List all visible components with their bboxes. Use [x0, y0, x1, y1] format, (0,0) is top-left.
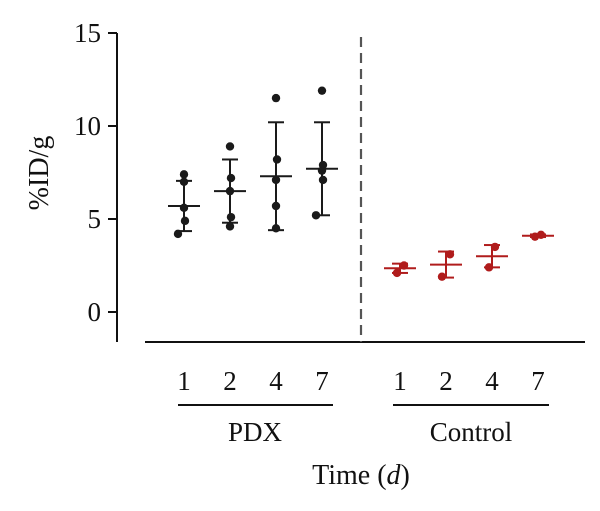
- data-point: [173, 229, 183, 239]
- x-tick-label: 1: [177, 366, 191, 396]
- x-axis-label-unit: d: [387, 460, 402, 491]
- data-point: [445, 250, 455, 259]
- x-tick-label: 7: [531, 366, 545, 396]
- data-point: [317, 86, 327, 95]
- axis-labels: %ID/g Time (d): [24, 136, 410, 491]
- data-point: [180, 216, 190, 226]
- data-point: [399, 261, 409, 270]
- data-point: [179, 177, 189, 186]
- data-point: [311, 211, 321, 220]
- data-point: [392, 268, 402, 278]
- data-point: [272, 155, 282, 164]
- x-axis-label: Time (d): [312, 460, 410, 491]
- data-point: [490, 242, 500, 252]
- data-point: [271, 93, 281, 103]
- y-tick-label: 10: [74, 111, 101, 141]
- data-point: [225, 186, 235, 196]
- data-point: [225, 222, 235, 231]
- data-point: [179, 170, 189, 179]
- y-tick-label: 5: [88, 204, 102, 234]
- y-axis-label: %ID/g: [24, 136, 55, 211]
- data-point: [226, 212, 236, 222]
- x-tick-label: 4: [269, 366, 283, 396]
- x-axis: 1 2 4 7 PDX 1 2 4 7 Control: [145, 341, 585, 447]
- data-point: [317, 166, 327, 175]
- data-point: [271, 201, 281, 211]
- data-point: [437, 272, 447, 281]
- group-label-control: Control: [430, 417, 513, 447]
- data-point: [271, 224, 281, 233]
- data-point: [225, 142, 235, 151]
- y-axis: 0 5 10 15: [74, 18, 118, 342]
- data-point: [179, 203, 189, 213]
- plot-area: [168, 86, 554, 281]
- x-axis-label-prefix: Time (: [312, 460, 386, 491]
- data-point: [530, 232, 540, 241]
- group-label-pdx: PDX: [228, 417, 283, 447]
- x-tick-label: 2: [439, 366, 453, 396]
- y-tick-label: 15: [74, 18, 101, 48]
- y-tick-label: 0: [88, 297, 102, 327]
- x-axis-label-suffix: ): [401, 460, 410, 491]
- x-tick-label: 2: [223, 366, 237, 396]
- x-tick-label: 7: [315, 366, 329, 396]
- x-tick-label: 1: [393, 366, 407, 396]
- data-point: [271, 175, 281, 185]
- data-point: [318, 175, 328, 185]
- data-point: [484, 263, 494, 272]
- data-point: [226, 173, 236, 183]
- x-tick-label: 4: [485, 366, 499, 396]
